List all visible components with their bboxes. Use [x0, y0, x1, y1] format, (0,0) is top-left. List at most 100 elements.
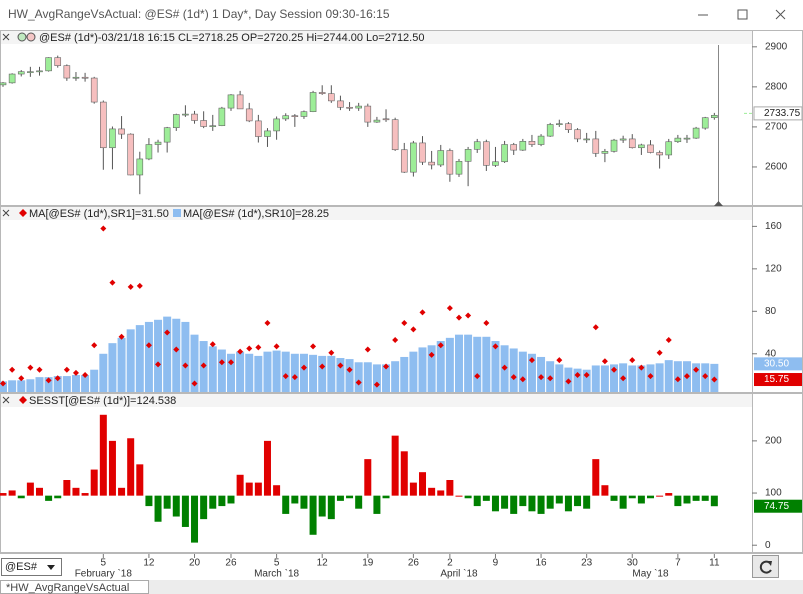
- candle-body: [483, 141, 490, 166]
- range-dot: [547, 375, 554, 382]
- oscillator-bar: [309, 495, 317, 535]
- oscillator-bar: [227, 495, 235, 504]
- maximize-button[interactable]: [737, 9, 748, 20]
- candle-body: [136, 158, 144, 176]
- y-tick-label: 2700: [765, 122, 788, 133]
- candle-body: [364, 105, 372, 123]
- candle-body: [72, 76, 80, 79]
- x-tick-label: 30: [627, 558, 639, 569]
- symbol-combo[interactable]: @ES#: [1, 558, 62, 576]
- oscillator-bar: [665, 493, 673, 496]
- oscillator-bar: [336, 495, 344, 501]
- range-dot: [182, 362, 189, 369]
- range-dot: [291, 374, 298, 381]
- range-dot: [592, 324, 599, 331]
- range-dot: [483, 319, 490, 326]
- oscillator-bar: [419, 472, 427, 496]
- oscillator-bar: [537, 495, 545, 514]
- candle-body: [81, 76, 89, 79]
- combo-box[interactable]: [1, 558, 62, 576]
- x-tick-label: 19: [362, 558, 374, 569]
- range-dot: [82, 372, 89, 379]
- candle-body: [556, 123, 563, 126]
- refresh-box[interactable]: [752, 555, 779, 578]
- range-dot: [373, 381, 380, 388]
- range-bar: [245, 353, 254, 392]
- range-bar: [445, 337, 454, 392]
- month-label: February `18: [75, 568, 133, 580]
- legend-diamond: [19, 396, 27, 404]
- range-bar: [354, 362, 363, 392]
- x-tick-label: 12: [143, 558, 155, 569]
- oscillator-bar: [574, 495, 582, 507]
- range-bar: [582, 369, 591, 392]
- range-dot: [629, 357, 636, 364]
- range-dot: [18, 375, 25, 382]
- oscillator-bar: [501, 495, 509, 509]
- header-strip: [1, 207, 752, 220]
- tab-label[interactable]: *HW_AvgRangeVsActual: [6, 582, 129, 594]
- oscillator-bar: [409, 482, 417, 496]
- range-dot: [364, 346, 371, 353]
- candle-body: [264, 130, 271, 137]
- candle-body: [328, 93, 335, 102]
- title-bar: [0, 0, 803, 29]
- range-dot: [310, 343, 317, 350]
- candle-body: [118, 128, 125, 135]
- candle-body: [410, 142, 417, 173]
- range-bar: [382, 364, 391, 392]
- candle-body: [711, 114, 718, 118]
- candle-body: [583, 138, 590, 141]
- range-bar: [117, 337, 126, 392]
- range-bar: [591, 365, 600, 392]
- close-button[interactable]: [775, 9, 786, 20]
- range-dot: [136, 282, 143, 289]
- oscillator-bar: [118, 487, 126, 496]
- range-dot: [355, 379, 362, 386]
- oscillator-bar: [54, 495, 62, 499]
- oscillator-header: SESST[@ES# (1d*)]=124.538: [29, 395, 176, 407]
- range-bar: [327, 355, 336, 392]
- candle-body: [510, 144, 518, 151]
- oscillator-bar: [646, 495, 654, 499]
- range-dot: [300, 364, 307, 371]
- range-dot: [693, 366, 700, 373]
- refresh-button[interactable]: [752, 555, 779, 578]
- close-pane-icon[interactable]: [2, 33, 10, 404]
- refresh-icon-arrow[interactable]: [767, 561, 772, 566]
- oscillator-bar: [555, 495, 563, 504]
- value-tag-label: 15.75: [764, 374, 789, 385]
- window-controls[interactable]: [698, 9, 786, 20]
- range-bar: [391, 361, 400, 392]
- dropdown-arrow[interactable]: [47, 565, 55, 570]
- oscillator-bar: [628, 495, 636, 499]
- range-bar: [318, 355, 327, 392]
- range-bar: [236, 351, 245, 392]
- candle-body: [17, 71, 25, 75]
- oscillator-bar: [282, 495, 290, 514]
- value-tag: [754, 499, 802, 513]
- oscillator-bar: [592, 459, 600, 496]
- oscillator-bar: [364, 459, 372, 496]
- oscillator-bar: [99, 414, 107, 496]
- candle-body: [218, 107, 226, 127]
- oscillator-bar: [346, 495, 354, 499]
- x-tick-label: 5: [101, 558, 107, 569]
- oscillator-bar: [601, 485, 609, 496]
- refresh-icon[interactable]: [759, 560, 772, 574]
- oscillator-bar: [90, 469, 98, 496]
- oscillator-bar: [172, 495, 180, 517]
- symbol-text[interactable]: @ES#: [5, 561, 38, 573]
- range-bar: [99, 353, 108, 392]
- candle-body: [546, 124, 554, 137]
- oscillator-bar: [254, 482, 262, 496]
- oscillator-bar: [683, 495, 691, 504]
- candle-body: [154, 141, 162, 145]
- oscillator-bar: [528, 495, 536, 512]
- range-bar: [290, 353, 299, 392]
- value-tag-label: 74.75: [764, 501, 789, 512]
- y-tick-label: 2800: [765, 81, 788, 92]
- candle-body: [355, 105, 362, 109]
- x-tick-label: 2: [447, 558, 453, 569]
